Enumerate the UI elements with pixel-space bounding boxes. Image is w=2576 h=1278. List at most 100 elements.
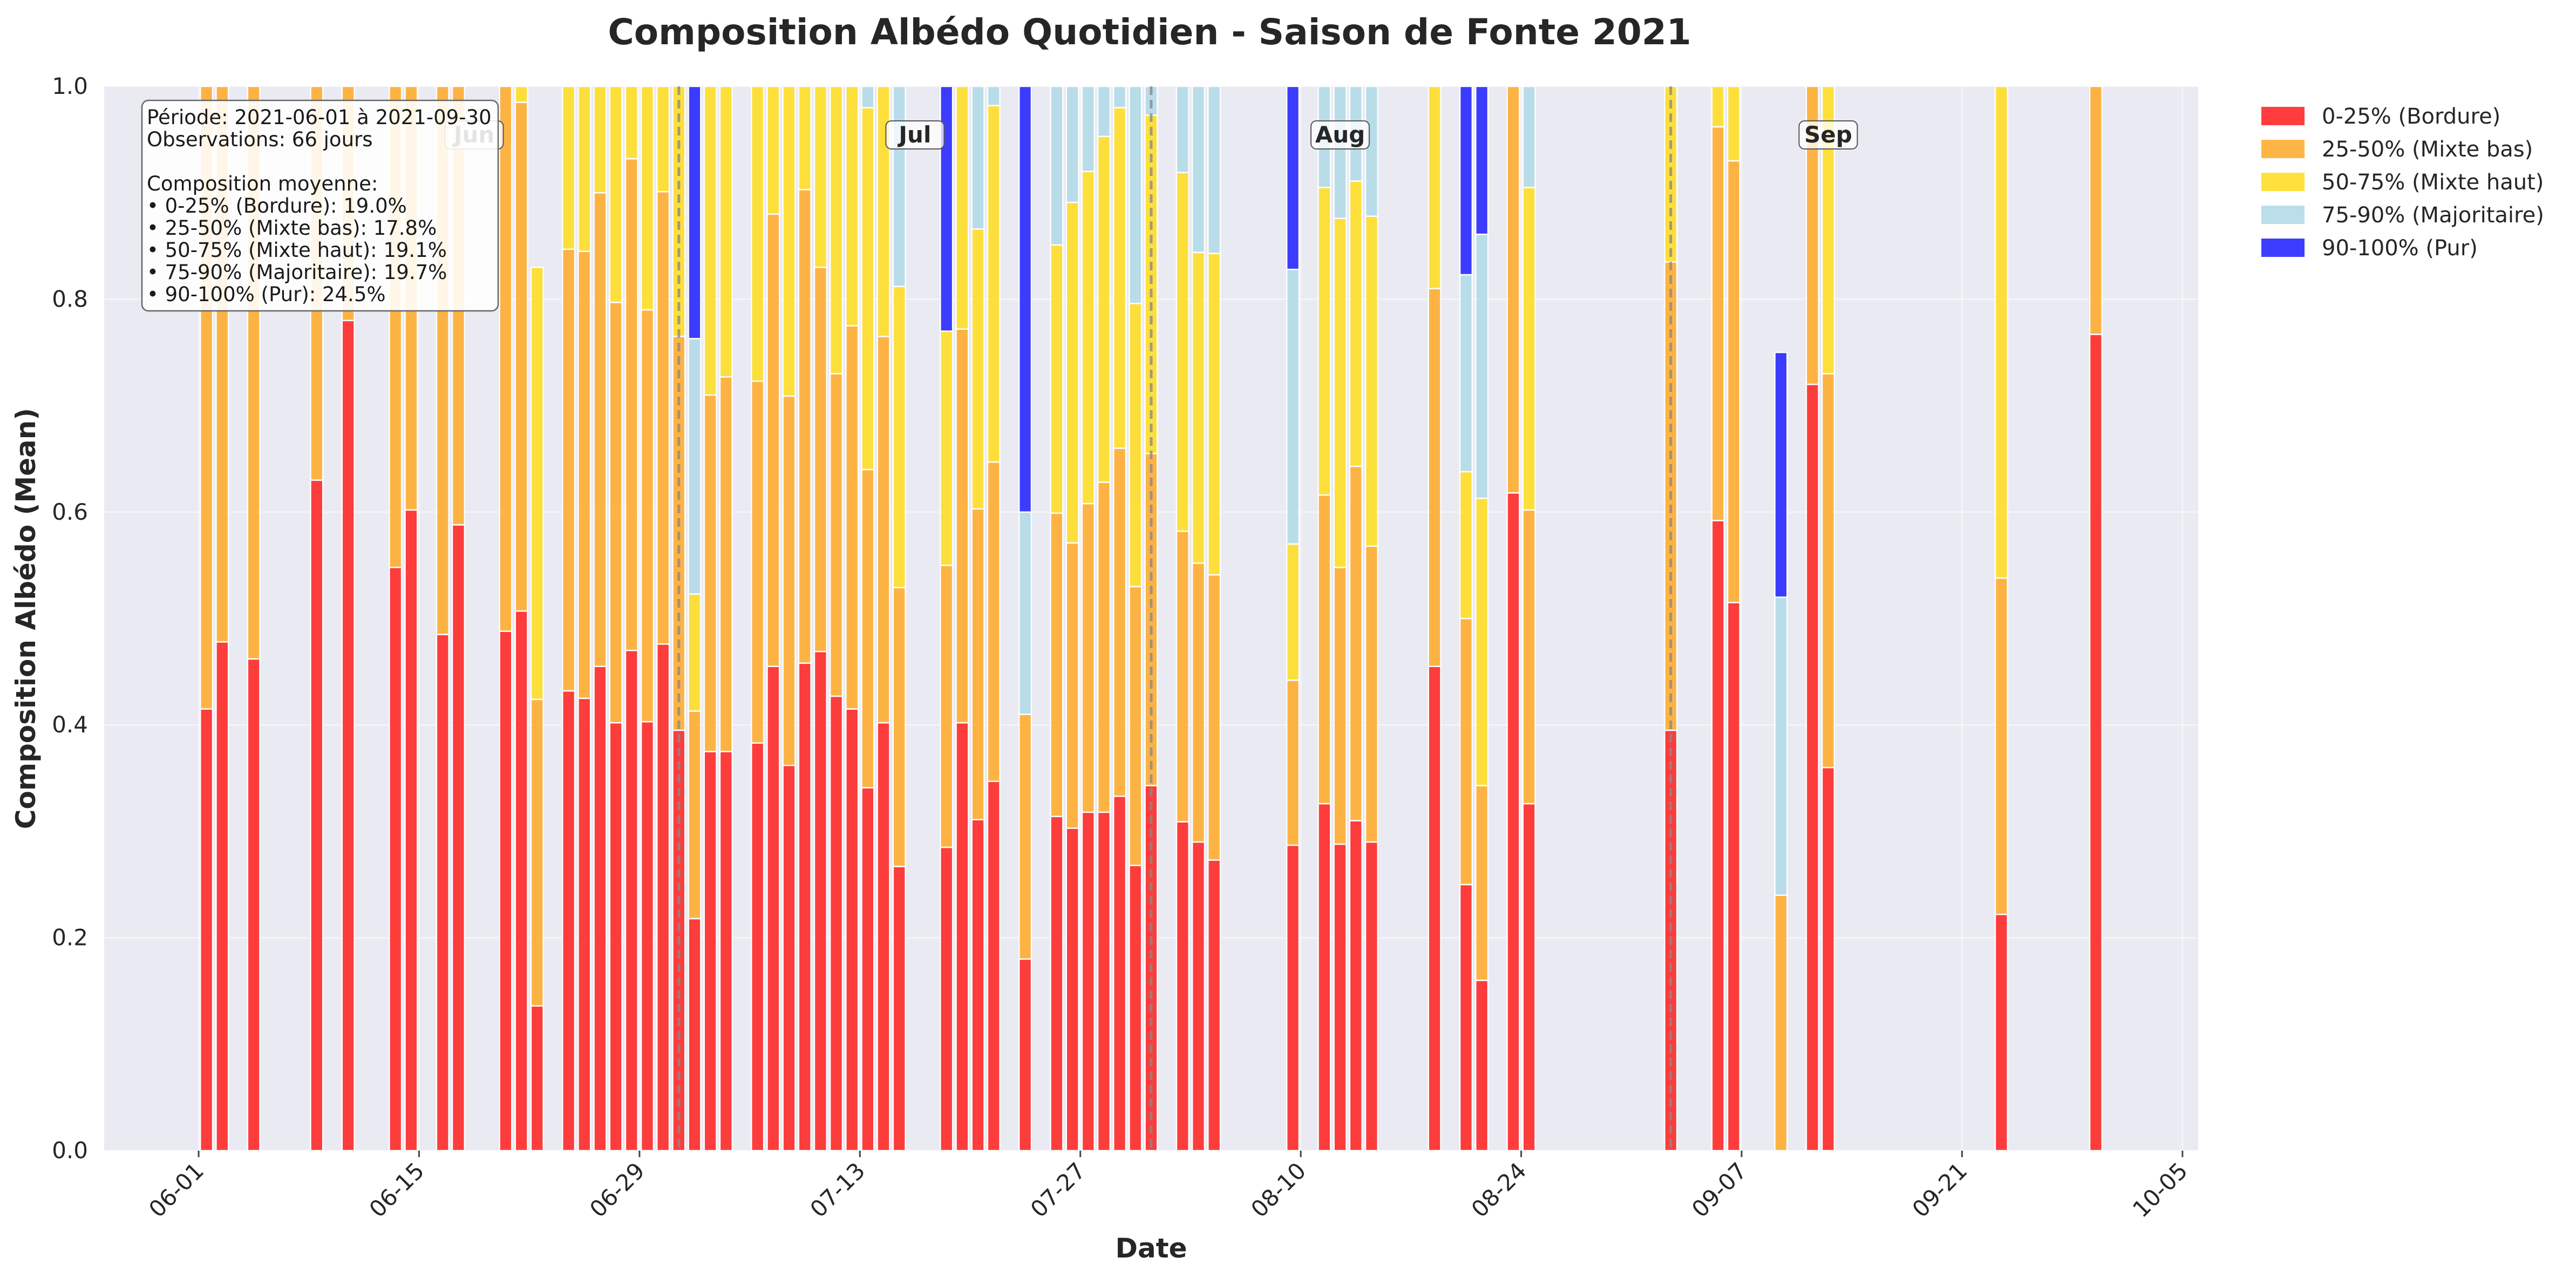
bar-segment xyxy=(703,394,717,752)
bar-segment xyxy=(1286,844,1300,1152)
legend-label: 90-100% (Pur) xyxy=(2322,236,2478,261)
bar-segment xyxy=(1065,85,1079,203)
bar-segment xyxy=(514,101,528,612)
bar-segment xyxy=(1774,351,1788,598)
bar-segment xyxy=(1081,85,1095,173)
legend-swatch xyxy=(2261,107,2305,125)
bar-segment xyxy=(1333,843,1347,1152)
bar-segment xyxy=(1018,511,1032,715)
bar-segment xyxy=(561,85,576,250)
bar-segment xyxy=(1428,665,1442,1152)
bar-segment xyxy=(1129,303,1143,588)
bar-segment xyxy=(987,461,1001,782)
bar-segment xyxy=(766,213,780,667)
stats-line: • 75-90% (Majoritaire): 19.7% xyxy=(147,261,447,284)
bar-segment xyxy=(1428,85,1442,289)
bar-segment xyxy=(987,780,1001,1152)
y-tick-label: 0.4 xyxy=(52,711,88,738)
bar-segment xyxy=(971,508,985,820)
bar-segment xyxy=(971,228,985,510)
y-axis-label: Composition Albédo (Mean) xyxy=(10,408,42,829)
bar-segment xyxy=(719,751,733,1152)
bar-segment xyxy=(1191,85,1206,253)
y-axis-ticks: 0.0 0.2 0.4 0.6 0.8 1.0 xyxy=(52,73,88,1164)
bar-segment xyxy=(845,325,859,710)
bar-segment xyxy=(719,85,733,378)
bar-segment xyxy=(1050,512,1064,818)
bar-segment xyxy=(1349,180,1363,467)
bar-segment xyxy=(1081,171,1095,505)
bar-segment xyxy=(1994,913,2008,1152)
bar-segment xyxy=(1522,187,1536,511)
bar-segment xyxy=(1821,373,1836,769)
bar-segment xyxy=(1711,126,1725,521)
bar-segment xyxy=(1286,85,1300,270)
bar-segment xyxy=(1727,160,1741,603)
bar-segment xyxy=(829,85,844,375)
bar-segment xyxy=(341,320,355,1152)
bar-segment xyxy=(1050,85,1064,246)
bar-segment xyxy=(1317,187,1331,496)
month-label-text: Aug xyxy=(1315,121,1365,148)
bar-segment xyxy=(940,85,954,332)
stats-line: Observations: 66 jours xyxy=(147,128,373,151)
bar-segment xyxy=(1459,471,1473,620)
bar-segment xyxy=(247,658,261,1152)
bar-segment xyxy=(1129,586,1143,866)
bar-segment xyxy=(782,395,796,766)
legend-label: 50-75% (Mixte haut) xyxy=(2322,170,2544,195)
bar-segment xyxy=(1050,815,1064,1152)
bar-segment xyxy=(861,85,875,108)
bar-segment xyxy=(751,85,765,382)
bar-segment xyxy=(1994,577,2008,915)
bar-segment xyxy=(955,328,969,724)
bar-segment xyxy=(577,85,592,252)
bar-segment xyxy=(609,302,623,724)
bar-segment xyxy=(688,85,702,339)
bar-segment xyxy=(940,565,954,848)
y-tick-label: 0.0 xyxy=(52,1137,88,1164)
bar-segment xyxy=(1207,574,1221,861)
bar-segment xyxy=(1459,883,1473,1152)
x-axis-label: Date xyxy=(1115,1233,1187,1264)
month-label: Sep xyxy=(1798,120,1858,149)
bar-segment xyxy=(1475,980,1489,1152)
stats-line: • 25-50% (Mixte bas): 17.8% xyxy=(147,216,437,240)
bar-segment xyxy=(1475,233,1489,499)
bar-segment xyxy=(404,509,418,1152)
bar-segment xyxy=(1364,215,1379,547)
bar-segment xyxy=(530,266,544,701)
bar-segment xyxy=(310,479,324,1152)
legend-item: 75-90% (Majoritaire) xyxy=(2261,203,2544,228)
stats-line: Période: 2021-06-01 à 2021-09-30 xyxy=(147,106,492,129)
bar-segment xyxy=(688,710,702,920)
legend-label: 75-90% (Majoritaire) xyxy=(2322,203,2544,228)
bar-segment xyxy=(561,248,576,692)
bar-segment xyxy=(719,376,733,752)
bar-segment xyxy=(451,524,466,1152)
chart-title: Composition Albédo Quotidien - Saison de… xyxy=(608,11,1691,53)
bar-segment xyxy=(624,649,638,1152)
stats-line: • 90-100% (Pur): 24.5% xyxy=(147,283,386,306)
bar-segment xyxy=(845,708,859,1152)
legend-label: 25-50% (Mixte bas) xyxy=(2322,137,2533,162)
bar-segment xyxy=(798,85,812,191)
bar-segment xyxy=(1175,821,1190,1152)
bar-segment xyxy=(1459,617,1473,886)
bar-segment xyxy=(876,336,891,724)
bar-segment xyxy=(892,85,906,287)
bar-segment xyxy=(813,266,827,652)
bar-segment xyxy=(609,722,623,1152)
stats-box: Période: 2021-06-01 à 2021-09-30Observat… xyxy=(141,99,499,312)
bar-segment xyxy=(199,708,214,1152)
bar-segment xyxy=(1994,85,2008,579)
bar-segment xyxy=(1317,803,1331,1152)
bar-segment xyxy=(703,751,717,1152)
bar-segment xyxy=(766,85,780,215)
month-label-box xyxy=(1310,120,1370,149)
bar-segment xyxy=(940,846,954,1152)
bar-segment xyxy=(971,819,985,1152)
bar-segment xyxy=(1349,820,1363,1152)
legend-item: 25-50% (Mixte bas) xyxy=(2261,137,2533,162)
